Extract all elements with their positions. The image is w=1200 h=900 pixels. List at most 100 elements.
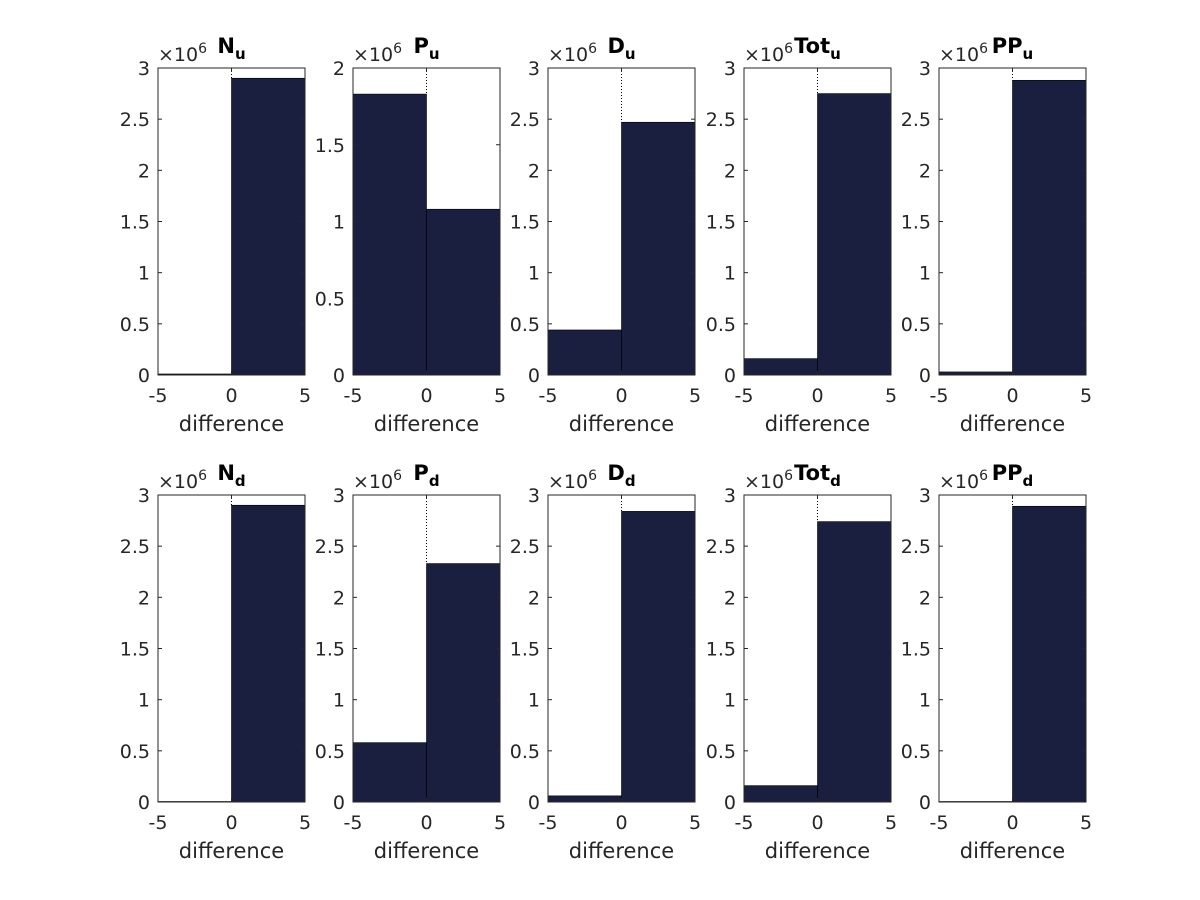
y-tick-label: 1.5 bbox=[901, 212, 931, 234]
y-tick-label: 1.5 bbox=[706, 212, 736, 234]
x-tick-label: -5 bbox=[930, 385, 949, 407]
x-tick-label: -5 bbox=[735, 385, 754, 407]
y-tick-label: 1 bbox=[919, 263, 931, 285]
y-tick-label: 2.5 bbox=[901, 536, 931, 558]
y-tick-label: 2 bbox=[724, 160, 736, 182]
histogram-bar bbox=[231, 504, 306, 803]
y-tick-label: 1.5 bbox=[510, 639, 540, 661]
y-axis-multiplier: ×106 bbox=[939, 41, 988, 66]
x-tick-label: -5 bbox=[149, 812, 168, 834]
y-tick-label: 2 bbox=[138, 160, 150, 182]
y-axis-multiplier: ×106 bbox=[548, 468, 597, 493]
y-tick-label: 0.5 bbox=[706, 741, 736, 763]
histogram-bar bbox=[547, 329, 622, 376]
x-tick-label: -5 bbox=[930, 812, 949, 834]
y-axis-multiplier: ×106 bbox=[744, 468, 793, 493]
x-tick-label: -5 bbox=[344, 385, 363, 407]
y-tick-label: 0 bbox=[919, 365, 931, 387]
y-tick-label: 0 bbox=[333, 792, 345, 814]
y-tick-label: 2.5 bbox=[315, 536, 345, 558]
x-tick-label: 0 bbox=[420, 812, 432, 834]
histogram-bar bbox=[621, 511, 696, 803]
y-tick-label: 3 bbox=[333, 485, 345, 507]
histogram-bar bbox=[817, 93, 892, 376]
y-axis-multiplier: ×106 bbox=[548, 41, 597, 66]
y-tick-label: 3 bbox=[528, 58, 540, 80]
y-tick-label: 1 bbox=[724, 690, 736, 712]
subplot-title: Totu bbox=[794, 34, 841, 63]
y-tick-label: 1 bbox=[528, 690, 540, 712]
x-tick-label: 0 bbox=[615, 385, 627, 407]
y-tick-label: 0.5 bbox=[315, 288, 345, 310]
y-tick-label: 0 bbox=[528, 792, 540, 814]
y-tick-label: 1 bbox=[724, 263, 736, 285]
y-tick-label: 2 bbox=[333, 58, 345, 80]
y-tick-label: 3 bbox=[724, 58, 736, 80]
y-tick-label: 1.5 bbox=[510, 212, 540, 234]
y-tick-label: 2.5 bbox=[901, 109, 931, 131]
y-axis-multiplier: ×106 bbox=[353, 41, 402, 66]
y-tick-label: 3 bbox=[919, 58, 931, 80]
subplot-title: PPu bbox=[992, 34, 1033, 63]
x-tick-label: 0 bbox=[225, 385, 237, 407]
x-tick-label: 0 bbox=[420, 385, 432, 407]
x-tick-label: 5 bbox=[299, 385, 311, 407]
x-axis-label: difference bbox=[374, 839, 479, 863]
y-tick-label: 2.5 bbox=[120, 109, 150, 131]
y-tick-label: 1 bbox=[333, 690, 345, 712]
y-tick-label: 3 bbox=[138, 485, 150, 507]
y-tick-label: 2 bbox=[919, 160, 931, 182]
x-tick-label: -5 bbox=[344, 812, 363, 834]
y-tick-label: 0.5 bbox=[706, 314, 736, 336]
x-tick-label: -5 bbox=[735, 812, 754, 834]
histogram-bar bbox=[817, 521, 892, 803]
y-tick-label: 2.5 bbox=[706, 536, 736, 558]
subplot-title: Nd bbox=[217, 461, 245, 490]
x-tick-label: -5 bbox=[539, 385, 558, 407]
x-tick-label: 0 bbox=[1006, 385, 1018, 407]
y-tick-label: 1.5 bbox=[120, 212, 150, 234]
x-tick-label: 5 bbox=[299, 812, 311, 834]
x-axis-label: difference bbox=[960, 839, 1065, 863]
histogram-bar bbox=[743, 785, 818, 803]
y-tick-label: 3 bbox=[724, 485, 736, 507]
y-tick-label: 1 bbox=[333, 212, 345, 234]
y-tick-label: 1.5 bbox=[706, 639, 736, 661]
histogram-bar bbox=[1012, 505, 1087, 803]
x-tick-label: 5 bbox=[885, 812, 897, 834]
x-tick-label: 5 bbox=[689, 812, 701, 834]
y-tick-label: 0 bbox=[138, 365, 150, 387]
histogram-bar bbox=[426, 208, 501, 376]
y-tick-label: 1 bbox=[919, 690, 931, 712]
subplot-title: Nu bbox=[217, 34, 245, 63]
x-tick-label: 5 bbox=[689, 385, 701, 407]
histogram-bar bbox=[426, 563, 501, 803]
y-tick-label: 0.5 bbox=[901, 314, 931, 336]
x-tick-label: 0 bbox=[811, 385, 823, 407]
x-axis-label: difference bbox=[960, 412, 1065, 436]
x-tick-label: 5 bbox=[494, 385, 506, 407]
y-tick-label: 1.5 bbox=[120, 639, 150, 661]
y-tick-label: 0 bbox=[724, 792, 736, 814]
y-tick-label: 1.5 bbox=[315, 639, 345, 661]
y-tick-label: 2 bbox=[138, 587, 150, 609]
y-tick-label: 0 bbox=[333, 365, 345, 387]
x-axis-label: difference bbox=[569, 412, 674, 436]
x-tick-label: 5 bbox=[885, 385, 897, 407]
x-tick-label: -5 bbox=[539, 812, 558, 834]
y-tick-label: 2.5 bbox=[510, 536, 540, 558]
x-axis-label: difference bbox=[374, 412, 479, 436]
histogram-bar bbox=[1012, 79, 1087, 376]
y-tick-label: 0 bbox=[528, 365, 540, 387]
x-tick-label: -5 bbox=[149, 385, 168, 407]
y-tick-label: 2 bbox=[528, 587, 540, 609]
y-axis-multiplier: ×106 bbox=[158, 468, 207, 493]
x-tick-label: 5 bbox=[494, 812, 506, 834]
y-tick-label: 0.5 bbox=[315, 741, 345, 763]
